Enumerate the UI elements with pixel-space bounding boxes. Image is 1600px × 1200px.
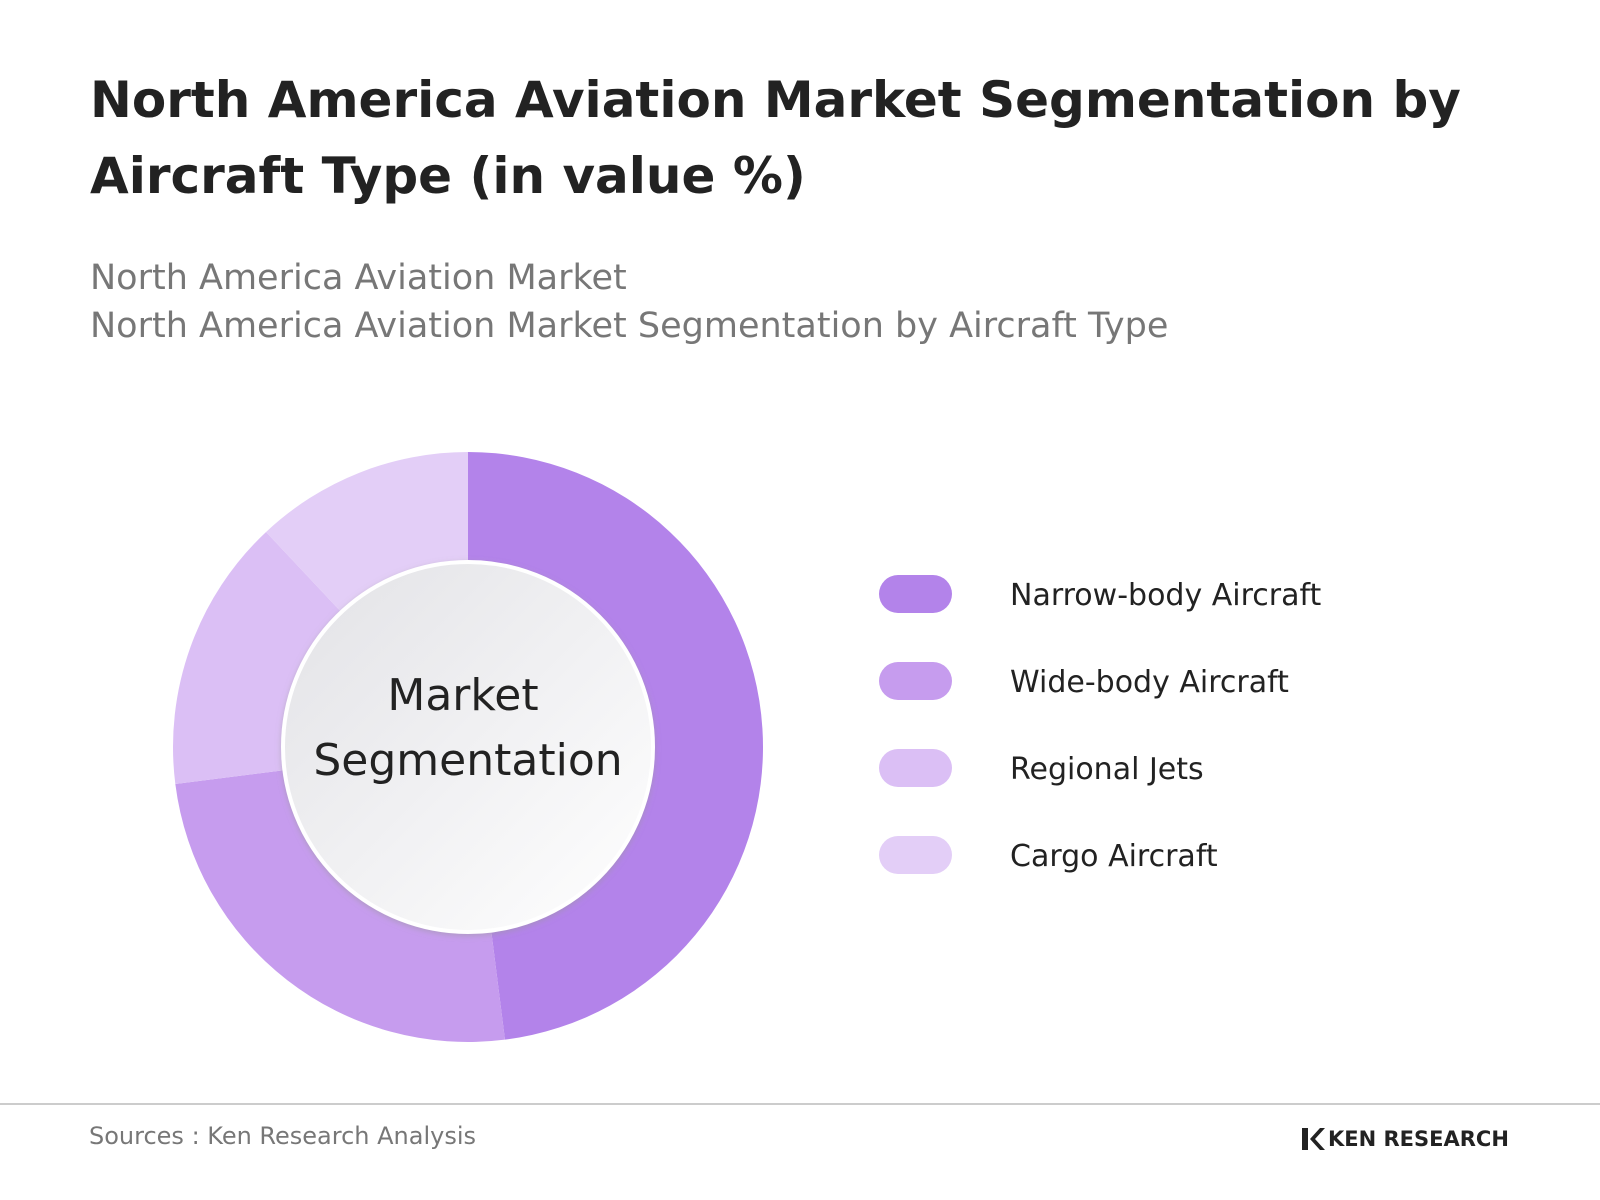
center-disc xyxy=(281,560,655,934)
source: Sources : Ken Research Analysis xyxy=(89,1122,476,1150)
logo-icon xyxy=(1302,1128,1325,1150)
chart-title: North America Aviation Market Segmentati… xyxy=(90,71,1461,205)
legend-swatch xyxy=(879,575,952,613)
center-label: Segmentation xyxy=(313,735,622,786)
center-label: Market xyxy=(387,670,538,721)
logo: KEN RESEARCH xyxy=(1328,1127,1509,1151)
legend-swatch xyxy=(879,836,952,874)
subtitle: North America Aviation Market Segmentati… xyxy=(90,306,1169,346)
legend-label: Wide-body Aircraft xyxy=(1010,665,1289,700)
legend-label: Narrow-body Aircraft xyxy=(1010,578,1322,613)
legend-swatch xyxy=(879,662,952,700)
donut-slice xyxy=(175,762,505,1042)
legend-label: Cargo Aircraft xyxy=(1010,839,1218,874)
legend-label: Regional Jets xyxy=(1010,752,1204,787)
legend-swatch xyxy=(879,749,952,787)
subtitle: North America Aviation Market xyxy=(90,258,627,298)
